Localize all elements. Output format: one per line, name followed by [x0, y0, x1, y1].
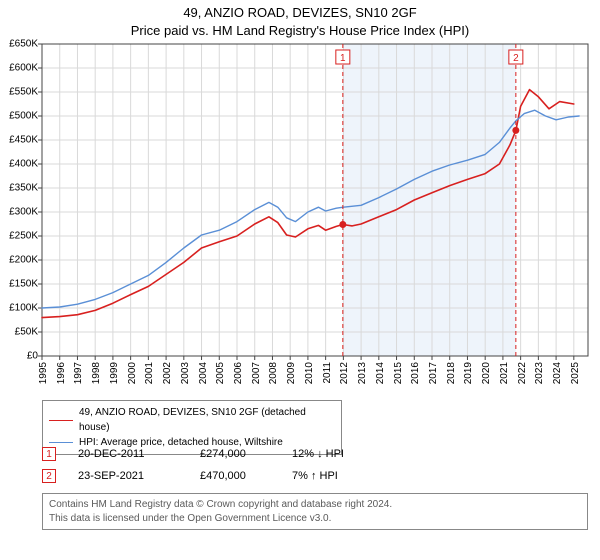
x-tick-label: 2004: [198, 362, 209, 384]
x-tick-label: 2010: [304, 362, 315, 384]
y-tick-label: £0: [27, 351, 38, 362]
attribution-box: Contains HM Land Registry data © Crown c…: [42, 493, 588, 530]
x-tick-label: 2008: [268, 362, 279, 384]
x-tick-label: 2017: [428, 362, 439, 384]
plot-area: 12: [42, 44, 588, 356]
event-marker-icon: 1: [42, 447, 56, 461]
event-marker-icon: 2: [42, 469, 56, 483]
x-tick-label: 2009: [286, 362, 297, 384]
y-tick-label: £250K: [9, 231, 38, 242]
svg-text:1: 1: [340, 53, 346, 64]
y-tick-label: £100K: [9, 303, 38, 314]
root: 49, ANZIO ROAD, DEVIZES, SN10 2GF Price …: [0, 0, 600, 560]
line-chart-svg: 12: [42, 44, 588, 356]
event-price: £470,000: [200, 470, 270, 482]
x-tick-label: 2023: [534, 362, 545, 384]
x-tick-label: 2006: [233, 362, 244, 384]
y-tick-label: £650K: [9, 39, 38, 50]
y-tick-label: £50K: [15, 327, 38, 338]
events-table: 1 20-DEC-2011 £274,000 12% ↓ HPI 2 23-SEP-202…: [42, 443, 462, 487]
y-tick-label: £400K: [9, 159, 38, 170]
x-tick-label: 2002: [162, 362, 173, 384]
x-tick-label: 2005: [215, 362, 226, 384]
y-tick-label: £350K: [9, 183, 38, 194]
x-tick-label: 2024: [552, 362, 563, 384]
x-tick-label: 2022: [517, 362, 528, 384]
svg-text:2: 2: [513, 53, 519, 64]
chart-title-block: 49, ANZIO ROAD, DEVIZES, SN10 2GF Price …: [0, 0, 600, 39]
x-tick-label: 2012: [339, 362, 350, 384]
x-tick-label: 2003: [180, 362, 191, 384]
x-tick-label: 2015: [393, 362, 404, 384]
attribution-line-1: Contains HM Land Registry data © Crown c…: [49, 498, 581, 512]
title-line-2: Price paid vs. HM Land Registry's House …: [0, 22, 600, 40]
x-tick-label: 2020: [481, 362, 492, 384]
x-tick-label: 2000: [127, 362, 138, 384]
legend-swatch-subject: [49, 420, 73, 421]
x-tick-label: 1996: [56, 362, 67, 384]
y-tick-label: £200K: [9, 255, 38, 266]
event-date: 20-DEC-2011: [78, 448, 178, 460]
event-row: 1 20-DEC-2011 £274,000 12% ↓ HPI: [42, 443, 462, 465]
x-axis-tick-labels: 1995199619971998199920002001200220032004…: [42, 356, 588, 406]
legend-row-subject: 49, ANZIO ROAD, DEVIZES, SN10 2GF (detac…: [49, 405, 335, 435]
x-tick-label: 2025: [570, 362, 581, 384]
event-price: £274,000: [200, 448, 270, 460]
title-line-1: 49, ANZIO ROAD, DEVIZES, SN10 2GF: [0, 4, 600, 22]
event-delta: 7% ↑ HPI: [292, 470, 382, 482]
x-tick-label: 2018: [446, 362, 457, 384]
x-tick-label: 1995: [38, 362, 49, 384]
x-tick-label: 2013: [357, 362, 368, 384]
x-tick-label: 2021: [499, 362, 510, 384]
y-tick-label: £500K: [9, 111, 38, 122]
event-row: 2 23-SEP-2021 £470,000 7% ↑ HPI: [42, 465, 462, 487]
x-tick-label: 2016: [410, 362, 421, 384]
x-tick-label: 1998: [91, 362, 102, 384]
x-tick-label: 2001: [144, 362, 155, 384]
x-tick-label: 2011: [322, 362, 333, 384]
event-date: 23-SEP-2021: [78, 470, 178, 482]
y-tick-label: £600K: [9, 63, 38, 74]
x-tick-label: 1997: [73, 362, 84, 384]
x-tick-label: 1999: [109, 362, 120, 384]
event-delta: 12% ↓ HPI: [292, 448, 382, 460]
y-tick-label: £450K: [9, 135, 38, 146]
x-tick-label: 2014: [375, 362, 386, 384]
y-tick-label: £150K: [9, 279, 38, 290]
x-tick-label: 2007: [251, 362, 262, 384]
x-tick-label: 2019: [463, 362, 474, 384]
y-axis-tick-labels: £0£50K£100K£150K£200K£250K£300K£350K£400…: [0, 44, 42, 356]
attribution-line-2: This data is licensed under the Open Gov…: [49, 512, 581, 526]
y-tick-label: £550K: [9, 87, 38, 98]
y-tick-label: £300K: [9, 207, 38, 218]
legend-label-subject: 49, ANZIO ROAD, DEVIZES, SN10 2GF (detac…: [79, 405, 335, 435]
